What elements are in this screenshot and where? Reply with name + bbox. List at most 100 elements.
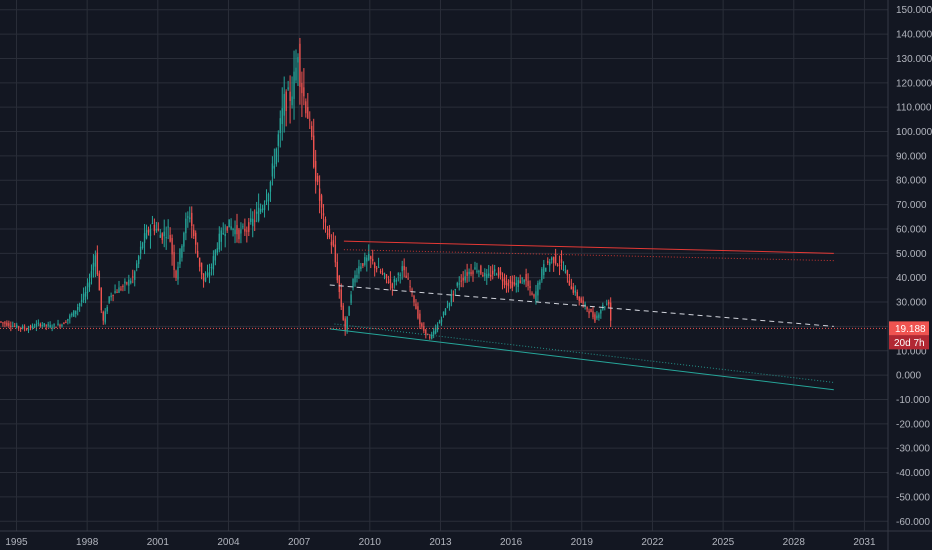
candle-body <box>269 181 272 192</box>
candle-body <box>277 134 279 146</box>
candle-body <box>14 325 16 327</box>
y-tick-label: 130.000 <box>896 54 932 65</box>
y-tick-label: -10.000 <box>896 395 930 406</box>
candle-body <box>576 291 578 298</box>
candle-body <box>222 232 224 234</box>
candle-body <box>352 278 354 288</box>
candle-body <box>65 322 67 324</box>
y-tick-label: 10.000 <box>896 346 927 357</box>
candle-body <box>387 281 390 283</box>
candle-body <box>283 93 285 116</box>
candle-body <box>35 323 38 327</box>
candle-body <box>116 292 118 294</box>
candle-body <box>364 257 366 265</box>
candle-body <box>212 256 215 270</box>
candle-body <box>90 271 93 278</box>
candle-body <box>413 295 415 303</box>
candle-body <box>480 265 482 274</box>
candle-body <box>488 273 490 276</box>
candle-body <box>55 327 57 329</box>
candle-body <box>151 223 154 225</box>
candle-body <box>395 279 397 282</box>
candle-body <box>495 274 498 276</box>
candle-body <box>130 280 132 284</box>
candle-body <box>177 266 179 280</box>
candle-body <box>149 228 152 236</box>
candle-body <box>474 267 476 270</box>
x-tick-label: 1995 <box>5 537 28 548</box>
candle-body <box>267 194 270 201</box>
candle-body <box>436 324 439 330</box>
candle-body <box>332 240 335 246</box>
candle-body <box>279 118 281 134</box>
candle-body <box>96 252 99 275</box>
candle-body <box>470 272 472 275</box>
candle-body <box>405 275 407 278</box>
y-tick-label: 100.000 <box>896 127 932 138</box>
candle-body <box>375 267 378 270</box>
candle-body <box>78 303 81 307</box>
candle-body <box>531 293 533 295</box>
candle-body <box>421 323 423 327</box>
trendlines[interactable] <box>329 240 834 391</box>
candle-body <box>513 282 516 285</box>
candlestick-series <box>0 37 612 340</box>
candle-body <box>255 211 258 214</box>
candle-body <box>556 264 559 266</box>
candle-body <box>411 289 413 291</box>
candle-body <box>88 281 91 288</box>
candle-body <box>539 281 541 285</box>
candle-body <box>139 246 142 254</box>
candle-body <box>19 327 22 329</box>
candle-body <box>303 87 305 97</box>
candle-body <box>275 148 278 165</box>
candle-body <box>169 235 171 242</box>
candle-body <box>257 207 260 221</box>
candle-body <box>259 209 262 212</box>
trendline-support-lower <box>329 328 834 391</box>
candle-body <box>324 218 327 223</box>
candle-body <box>147 229 150 233</box>
candle-body <box>242 226 244 228</box>
candle-body <box>244 228 246 232</box>
candle-body <box>309 119 311 121</box>
candle-body <box>417 306 419 319</box>
candle-body <box>606 303 608 305</box>
candle-body <box>185 218 187 234</box>
candle-body <box>458 283 460 285</box>
x-tick-label: 2010 <box>359 537 382 548</box>
candle-body <box>94 255 97 267</box>
y-tick-label: -20.000 <box>896 419 930 430</box>
candle-body <box>82 293 85 301</box>
candle-body <box>501 279 504 282</box>
candle-body <box>509 279 512 283</box>
candle-body <box>362 263 364 267</box>
candle-body <box>45 324 47 326</box>
candle-body <box>49 325 51 328</box>
candle-body <box>472 271 474 275</box>
candle-body <box>141 242 144 249</box>
y-tick-label: 80.000 <box>896 176 927 187</box>
candle-body <box>63 322 65 325</box>
candle-body <box>590 309 592 313</box>
candle-body <box>383 273 386 275</box>
candle-body <box>450 295 453 303</box>
candle-body <box>254 220 256 222</box>
y-tick-label: 40.000 <box>896 273 927 284</box>
candle-body <box>208 272 211 277</box>
candle-body <box>118 287 120 293</box>
candle-body <box>246 230 248 232</box>
candle-body <box>505 280 508 286</box>
candle-body <box>515 282 517 286</box>
time-axis[interactable]: 1995 1998 2001 2004 2007 2010 2013 2016 2019 2022… <box>5 537 876 548</box>
y-tick-label: -40.000 <box>896 468 930 479</box>
y-tick-label: 90.000 <box>896 151 927 162</box>
candle-body <box>358 266 360 274</box>
candle-body <box>120 288 122 290</box>
candle-body <box>250 218 252 222</box>
candle-body <box>29 326 32 329</box>
candle-body <box>216 248 219 253</box>
candle-body <box>285 91 287 111</box>
candle-body <box>338 275 340 293</box>
